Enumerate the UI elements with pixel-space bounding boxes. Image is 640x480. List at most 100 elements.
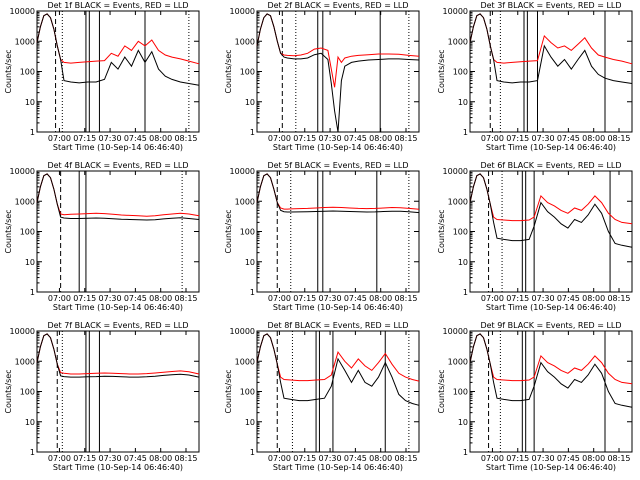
x-axis-label: Start Time (10-Sep-14 06:46:40) [273, 463, 403, 472]
y-axis-label: Counts/sec [224, 49, 233, 93]
x-tick-label: 07:45 [557, 454, 580, 463]
plot-title: Det 1f BLACK = Events, RED = LLD [47, 1, 188, 10]
x-tick-label: 07:00 [481, 134, 504, 143]
x-tick-label: 07:30 [99, 294, 122, 303]
x-tick-label: 08:15 [174, 134, 197, 143]
x-tick-label: 07:45 [124, 294, 147, 303]
y-tick-label: 10000 [443, 327, 468, 336]
x-tick-label: 07:15 [506, 454, 529, 463]
x-tick-label: 07:30 [319, 134, 342, 143]
plot-title: Det 6f BLACK = Events, RED = LLD [480, 161, 621, 170]
x-axis-label: Start Time (10-Sep-14 06:46:40) [486, 143, 616, 152]
x-axis-label: Start Time (10-Sep-14 06:46:40) [53, 463, 183, 472]
x-tick-label: 07:45 [344, 454, 367, 463]
x-tick-label: 08:15 [394, 134, 417, 143]
lld-series-line [256, 173, 420, 210]
x-tick-label: 07:30 [319, 294, 342, 303]
y-tick-label: 1 [30, 128, 35, 137]
lld-series-line [256, 333, 420, 382]
lld-series-line [469, 333, 633, 385]
x-tick-label: 07:30 [532, 134, 555, 143]
y-tick-label: 10000 [230, 7, 255, 16]
x-axis-label: Start Time (10-Sep-14 06:46:40) [53, 303, 183, 312]
y-tick-label: 1 [250, 128, 255, 137]
events-series-line [36, 173, 200, 221]
y-tick-label: 100 [20, 388, 35, 397]
x-tick-label: 07:45 [344, 134, 367, 143]
events-series-line [256, 13, 420, 133]
y-tick-label: 1000 [15, 357, 35, 366]
x-tick-label: 07:30 [532, 454, 555, 463]
y-axis-label: Counts/sec [4, 49, 13, 93]
y-tick-label: 1000 [235, 37, 255, 46]
events-series-line [469, 13, 633, 84]
y-tick-label: 10000 [10, 167, 35, 176]
y-tick-label: 10 [25, 418, 35, 427]
plot-title: Det 2f BLACK = Events, RED = LLD [267, 1, 408, 10]
lld-series-line [256, 13, 420, 88]
plot-frame [256, 170, 420, 293]
y-tick-label: 10000 [443, 167, 468, 176]
plot-title: Det 5f BLACK = Events, RED = LLD [267, 161, 408, 170]
plot-title: Det 7f BLACK = Events, RED = LLD [47, 321, 188, 330]
plot-panel-1: 07:00 07:15 07:30 07:45 08:00 08:15 1 10 100 1000… [4, 1, 200, 152]
y-tick-label: 1000 [235, 197, 255, 206]
events-series-line [36, 333, 200, 378]
x-tick-label: 08:00 [582, 294, 605, 303]
x-tick-label: 08:00 [149, 134, 172, 143]
x-tick-label: 07:15 [73, 294, 96, 303]
y-tick-label: 1000 [448, 197, 468, 206]
x-tick-label: 07:00 [48, 134, 71, 143]
y-axis-label: Counts/sec [4, 369, 13, 413]
y-tick-label: 1 [463, 288, 468, 297]
plot-panel-2: 07:00 07:15 07:30 07:45 08:00 08:15 1 10 100 1000… [224, 1, 420, 152]
plot-frame [256, 330, 420, 453]
y-tick-label: 100 [453, 68, 468, 77]
y-tick-label: 10000 [443, 7, 468, 16]
events-series-line [469, 173, 633, 248]
plot-panel-6: 07:00 07:15 07:30 07:45 08:00 08:15 1 10 100 1000… [437, 161, 633, 312]
plot-frame [469, 170, 633, 293]
x-tick-label: 07:30 [99, 454, 122, 463]
y-tick-label: 1000 [448, 37, 468, 46]
y-axis-label: Counts/sec [224, 209, 233, 253]
plot-title: Det 4f BLACK = Events, RED = LLD [47, 161, 188, 170]
x-tick-label: 07:00 [268, 454, 291, 463]
x-tick-label: 08:15 [607, 454, 630, 463]
y-tick-label: 100 [20, 68, 35, 77]
x-axis-label: Start Time (10-Sep-14 06:46:40) [486, 463, 616, 472]
plot-frame [469, 330, 633, 453]
x-axis-label: Start Time (10-Sep-14 06:46:40) [53, 143, 183, 152]
y-tick-label: 1000 [15, 37, 35, 46]
x-tick-label: 07:15 [73, 134, 96, 143]
x-tick-label: 08:15 [394, 294, 417, 303]
x-tick-label: 07:00 [268, 134, 291, 143]
x-axis-label: Start Time (10-Sep-14 06:46:40) [273, 143, 403, 152]
y-tick-label: 10000 [230, 327, 255, 336]
x-tick-label: 07:00 [48, 454, 71, 463]
plot-panel-4: 07:00 07:15 07:30 07:45 08:00 08:15 1 10 100 1000… [4, 161, 200, 312]
y-tick-label: 10 [245, 418, 255, 427]
x-tick-label: 07:15 [506, 134, 529, 143]
plot-panel-8: 07:00 07:15 07:30 07:45 08:00 08:15 1 10 100 1000… [224, 321, 420, 472]
lld-series-line [36, 173, 200, 217]
x-tick-label: 08:00 [582, 454, 605, 463]
y-tick-label: 100 [453, 388, 468, 397]
y-tick-label: 10 [245, 98, 255, 107]
x-tick-label: 07:00 [268, 294, 291, 303]
plot-frame [36, 10, 200, 133]
x-tick-label: 07:15 [293, 294, 316, 303]
x-tick-label: 08:15 [174, 294, 197, 303]
x-tick-label: 08:00 [149, 294, 172, 303]
y-axis-label: Counts/sec [224, 369, 233, 413]
y-tick-label: 100 [240, 388, 255, 397]
plot-frame [256, 10, 420, 133]
events-series-line [256, 333, 420, 406]
x-tick-label: 07:45 [557, 294, 580, 303]
x-tick-label: 07:45 [124, 134, 147, 143]
x-tick-label: 07:45 [557, 134, 580, 143]
x-tick-label: 07:15 [506, 294, 529, 303]
plot-panel-7: 07:00 07:15 07:30 07:45 08:00 08:15 1 10 100 1000… [4, 321, 200, 472]
y-tick-label: 10 [25, 98, 35, 107]
